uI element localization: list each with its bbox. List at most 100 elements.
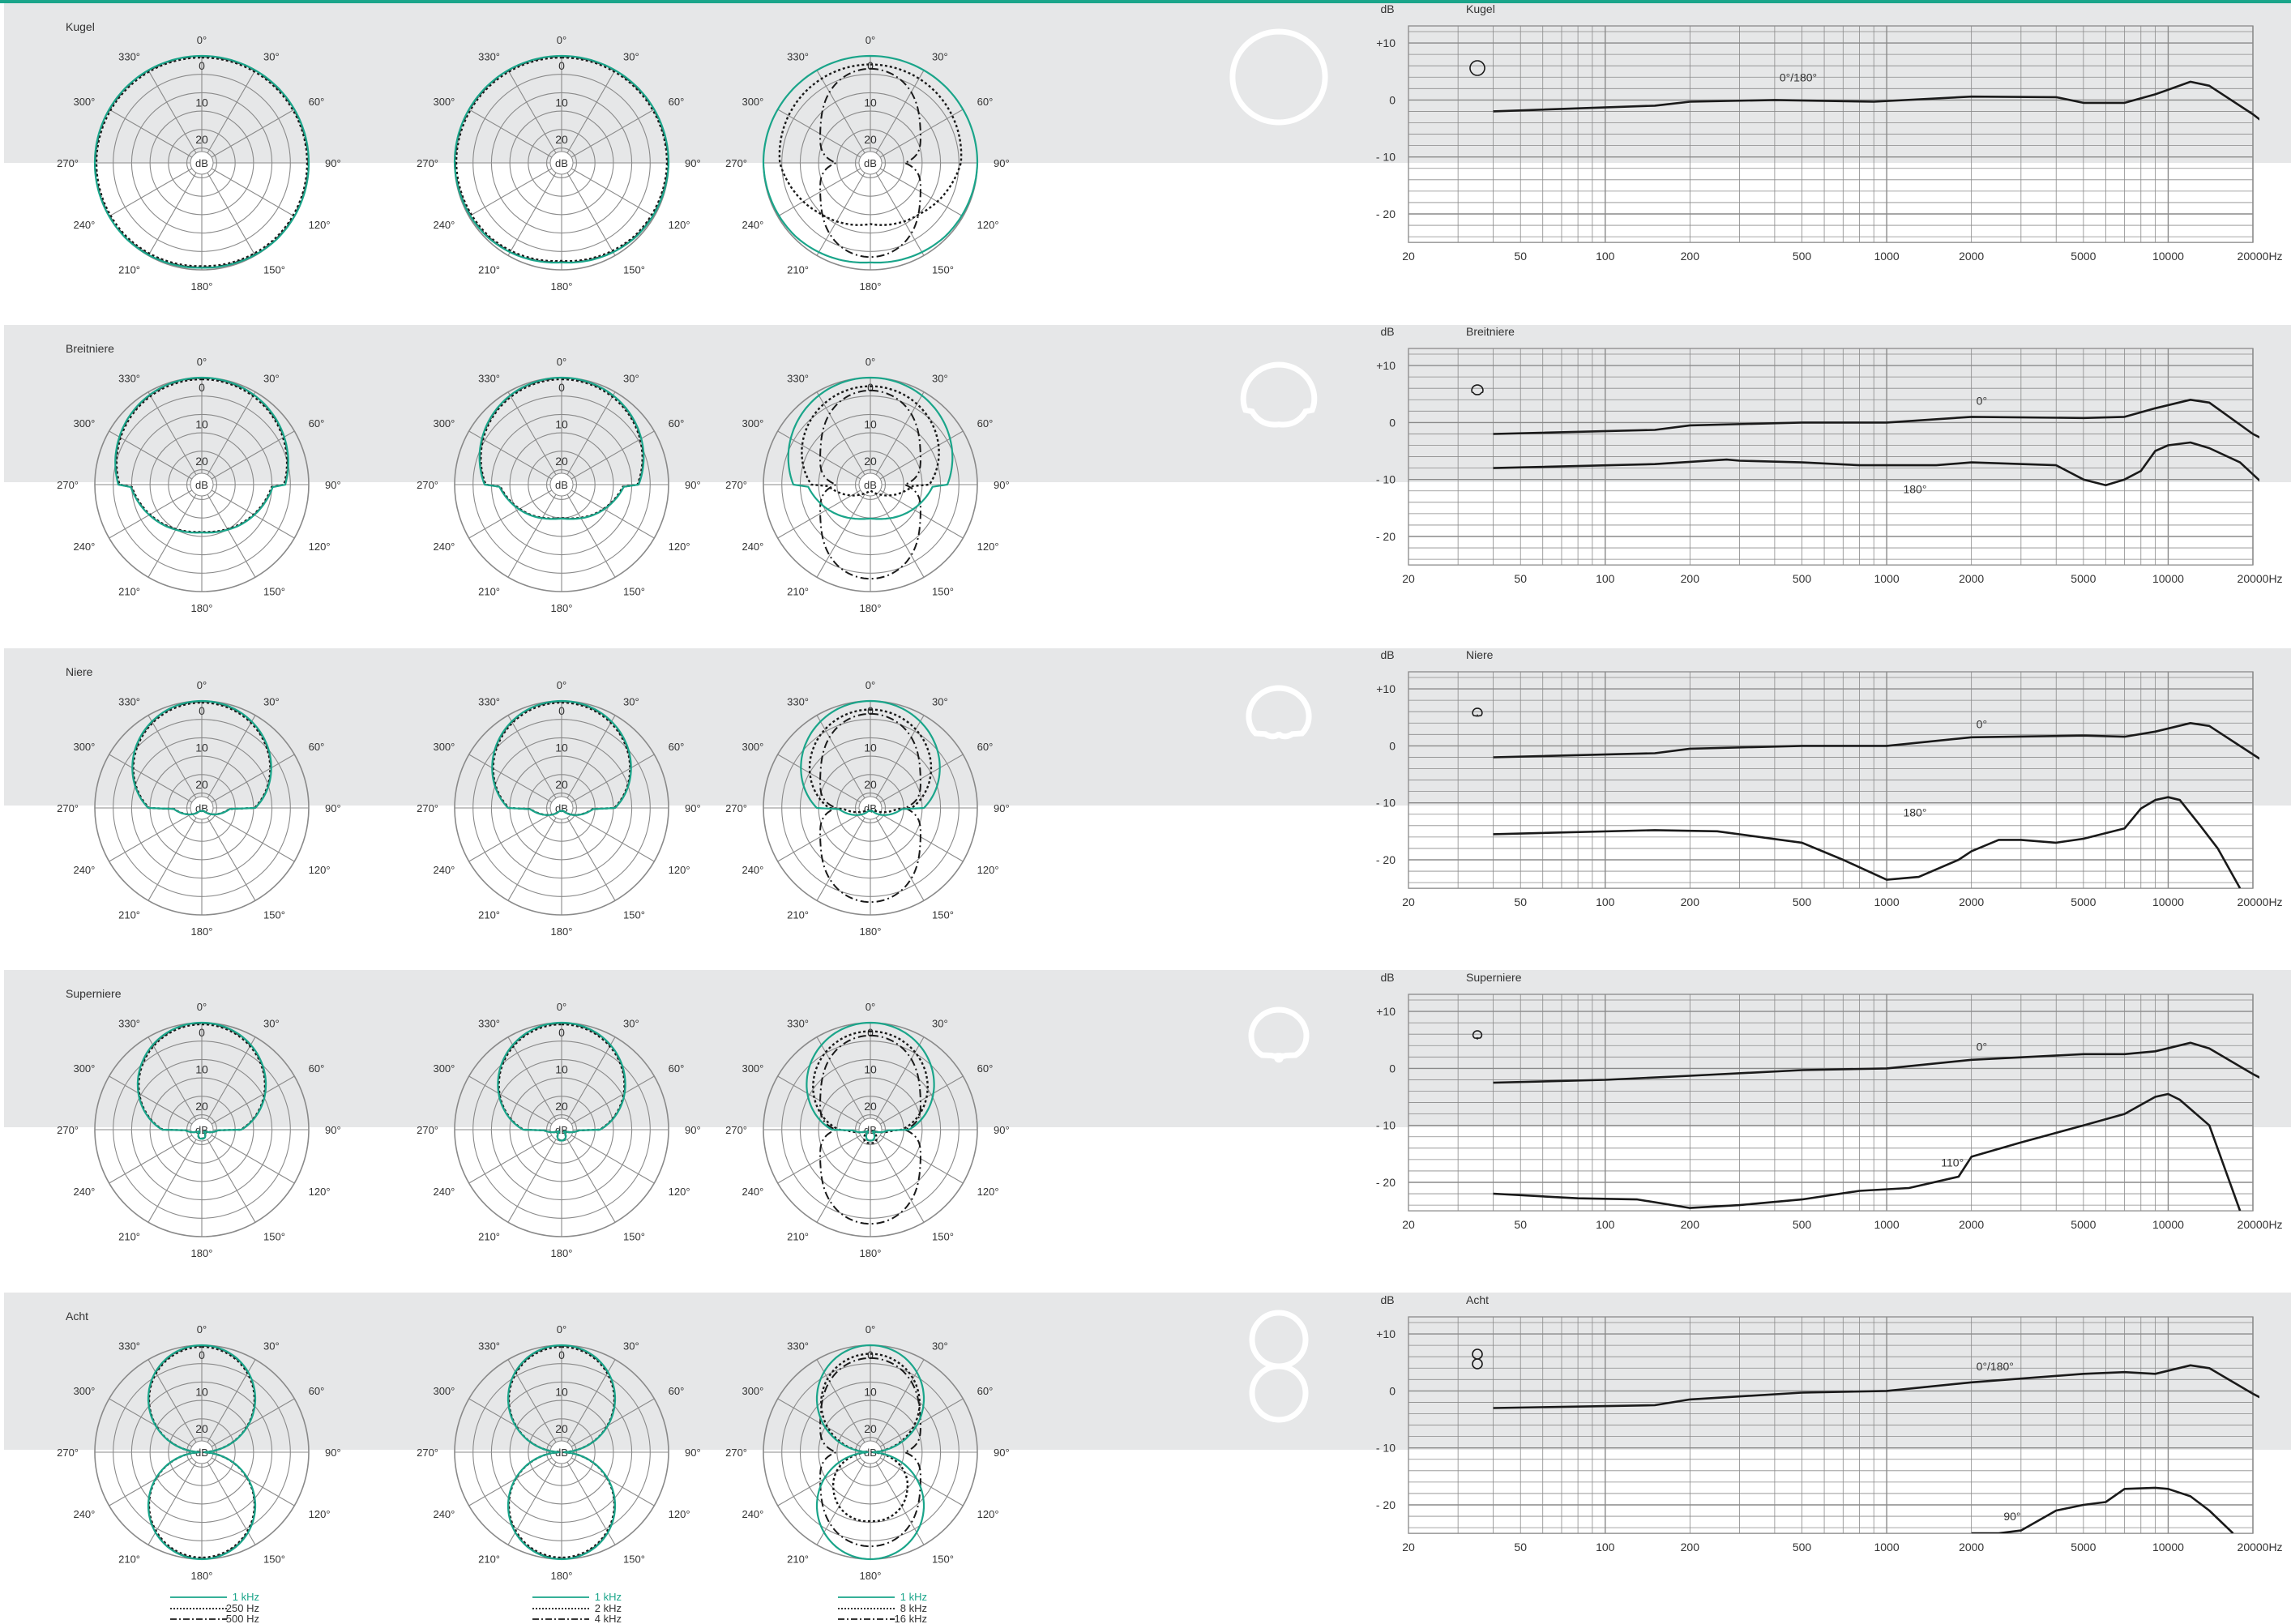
radial-label: 0	[199, 1026, 205, 1039]
polar-pattern-name: Niere	[66, 665, 93, 678]
angle-label: 150°	[932, 264, 954, 276]
freq-x-tick: 50	[1514, 1218, 1527, 1231]
small-pattern-icon	[1472, 708, 1482, 716]
angle-label: 270°	[725, 802, 747, 814]
angle-label: 210°	[787, 264, 809, 276]
angle-label: 270°	[417, 157, 438, 169]
angle-label: 30°	[932, 372, 948, 384]
angle-label: 30°	[263, 372, 280, 384]
freq-x-tick: 200	[1681, 250, 1700, 263]
freq-series-label: 0°/180°	[1977, 1360, 2014, 1373]
angle-label: 300°	[73, 417, 95, 430]
angle-label: 150°	[623, 1231, 645, 1243]
angle-label: 330°	[118, 372, 140, 384]
angle-label: 330°	[787, 695, 809, 707]
angle-label: 240°	[73, 1508, 95, 1520]
angle-label: 240°	[433, 1508, 455, 1520]
freq-series-label: 0°	[1977, 718, 1987, 731]
freq-x-tick: 10000	[2152, 250, 2184, 263]
angle-label: 30°	[623, 372, 639, 384]
icon-loop	[1472, 1359, 1482, 1369]
angle-label: 150°	[623, 586, 645, 598]
angle-label: 150°	[263, 586, 285, 598]
pattern-name-label: Niere	[1466, 648, 1494, 661]
freq-x-tick: 200	[1681, 572, 1700, 585]
angle-label: 90°	[994, 157, 1010, 169]
angle-label: 180°	[860, 925, 882, 938]
freq-x-tick: 10000	[2152, 572, 2184, 585]
freq-series-label: 0°	[1977, 1041, 1987, 1053]
radial-label: 20	[195, 1422, 208, 1435]
freq-x-tick: 5000	[2071, 895, 2096, 908]
freq-y-tick: 0	[1389, 1384, 1396, 1397]
freq-x-tick: 500	[1793, 1541, 1812, 1553]
angle-label: 330°	[118, 50, 140, 62]
radial-label: 10	[195, 417, 208, 430]
angle-label: 0°	[197, 34, 207, 46]
angle-label: 180°	[860, 280, 882, 293]
frequency-response-chart-kugel: dB+100- 10- 2020 50 100 200 500 1000 2000 5000 1…	[1376, 2, 2283, 263]
angle-label: 120°	[977, 1186, 999, 1198]
radial-label: 0	[867, 704, 874, 717]
angle-label: 90°	[685, 479, 701, 491]
freq-x-tick: 2000	[1959, 895, 1984, 908]
freq-x-tick: 500	[1793, 572, 1812, 585]
angle-label: 30°	[932, 50, 948, 62]
radial-label: 20	[864, 1422, 877, 1435]
freq-y-tick: - 20	[1376, 530, 1396, 543]
radial-label: 0	[867, 1026, 874, 1039]
radial-label: dB	[195, 479, 208, 491]
freq-y-tick: +10	[1376, 359, 1396, 372]
small-pattern-icon	[1472, 1349, 1482, 1369]
angle-label: 210°	[478, 1231, 500, 1243]
angle-label: 240°	[73, 219, 95, 231]
freq-x-unit: Hz	[2268, 250, 2282, 263]
frequency-response-chart-niere: dB+100- 10- 2020 50 100 200 500 1000 2000 5000 1…	[1376, 648, 2283, 908]
freq-x-tick: 20000	[2238, 572, 2269, 585]
radial-label: 10	[864, 96, 877, 109]
angle-label: 90°	[325, 1124, 341, 1136]
angle-label: 330°	[478, 372, 500, 384]
angle-label: 210°	[118, 1231, 140, 1243]
angle-label: 90°	[685, 1124, 701, 1136]
angle-label: 120°	[669, 219, 690, 231]
polar-legend-3: 1 kHz8 kHz16 kHz	[838, 1591, 927, 1624]
radial-label: 20	[555, 133, 568, 146]
polar-chart-superniere-3: 0°30°60°90°120°150°180°210°240°270°300°3…	[725, 1001, 1010, 1259]
angle-label: 120°	[309, 1508, 331, 1520]
angle-label: 240°	[742, 219, 763, 231]
angle-label: 0°	[866, 34, 875, 46]
polar-chart-niere-1: 0°30°60°90°120°150°180°210°240°270°300°3…	[57, 679, 341, 938]
polar-chart-kugel-2: 0°30°60°90°120°150°180°210°240°270°300°3…	[417, 34, 701, 293]
freq-y-tick: +10	[1376, 1005, 1396, 1018]
freq-y-tick: 0	[1389, 93, 1396, 106]
freq-y-tick: +10	[1376, 36, 1396, 49]
angle-label: 180°	[191, 280, 213, 293]
angle-label: 270°	[57, 157, 79, 169]
angle-label: 180°	[191, 1570, 213, 1582]
polar-chart-superniere-2: 0°30°60°90°120°150°180°210°240°270°300°3…	[417, 1001, 701, 1259]
radial-label: 0	[199, 1348, 205, 1361]
angle-label: 210°	[118, 909, 140, 921]
radial-label: 20	[864, 1100, 877, 1113]
angle-label: 180°	[551, 280, 573, 293]
angle-label: 180°	[551, 925, 573, 938]
angle-label: 30°	[623, 50, 639, 62]
angle-label: 210°	[478, 1553, 500, 1566]
angle-label: 0°	[557, 356, 566, 368]
freq-x-tick: 50	[1514, 572, 1527, 585]
angle-label: 90°	[325, 1447, 341, 1459]
freq-x-tick: 50	[1514, 250, 1527, 263]
angle-label: 240°	[73, 541, 95, 553]
freq-x-tick: 50	[1514, 1541, 1527, 1553]
polar-chart-breitniere-3: 0°30°60°90°120°150°180°210°240°270°300°3…	[725, 356, 1010, 614]
angle-label: 30°	[623, 1340, 639, 1352]
angle-label: 270°	[725, 1447, 747, 1459]
angle-label: 60°	[977, 1385, 994, 1397]
angle-label: 270°	[417, 1447, 438, 1459]
angle-label: 60°	[669, 1062, 685, 1075]
radial-label: dB	[864, 479, 877, 491]
freq-series-line	[1494, 1043, 2276, 1086]
angle-label: 90°	[685, 1447, 701, 1459]
angle-label: 180°	[191, 925, 213, 938]
